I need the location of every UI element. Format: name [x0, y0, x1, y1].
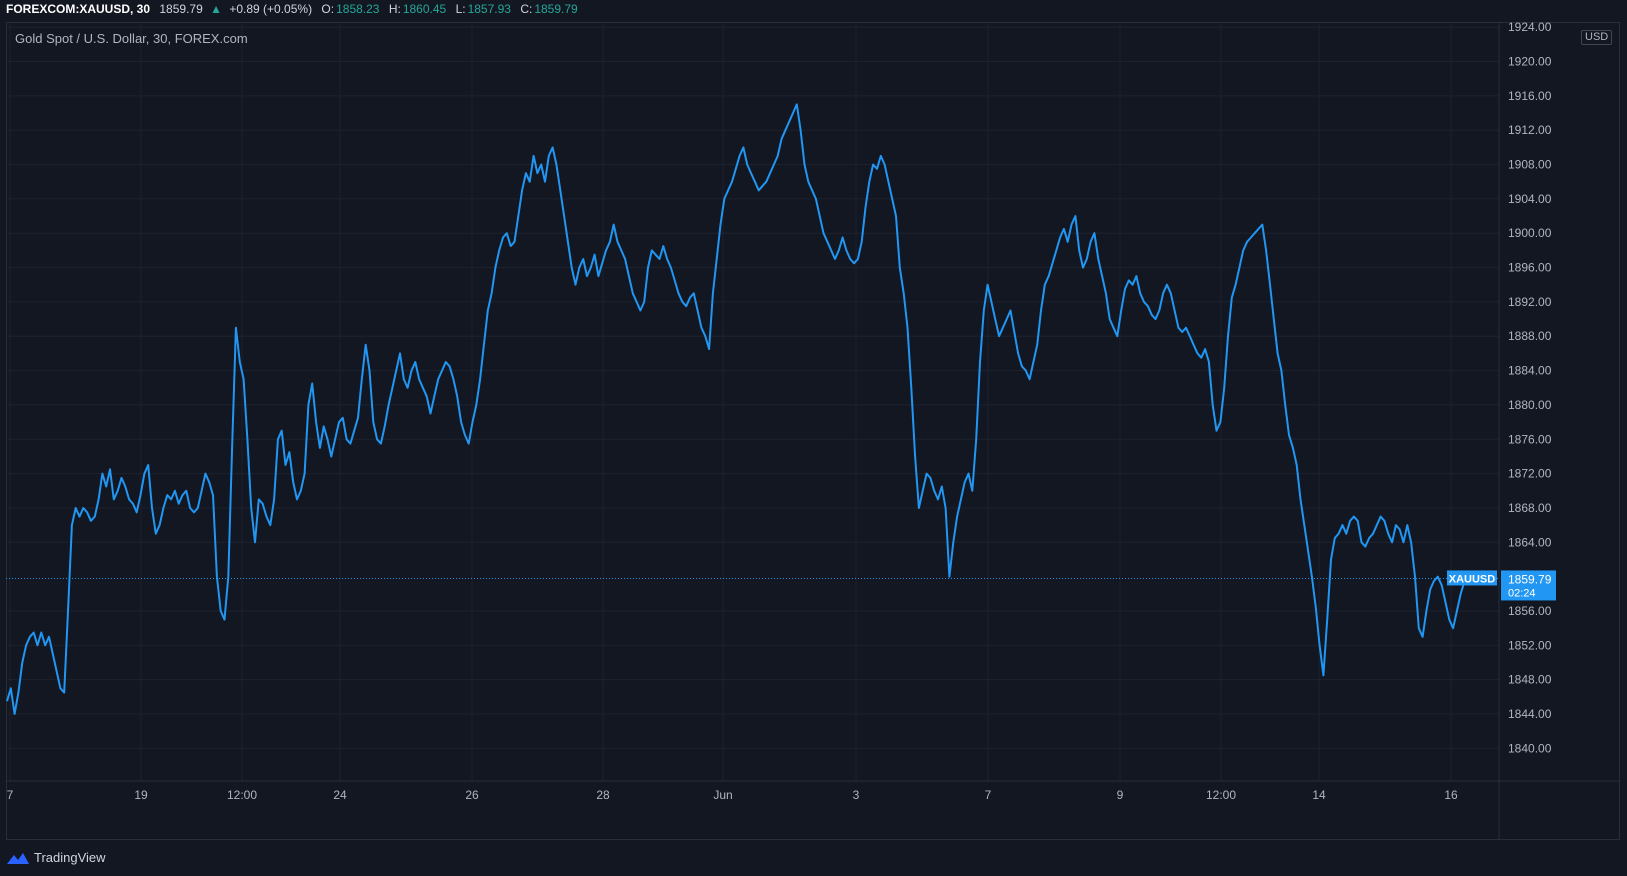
y-tick-label: 1852.00: [1508, 638, 1552, 652]
y-tick-label: 1912.00: [1508, 123, 1552, 137]
grid-lines: [6, 22, 1499, 781]
price-tag-box: [1501, 570, 1556, 601]
price-series-line[interactable]: [6, 103, 1477, 715]
x-tick-label: 3: [853, 788, 860, 802]
y-tick-label: 1880.00: [1508, 398, 1552, 412]
brand-name: TradingView: [34, 850, 106, 865]
x-tick-label: 12:00: [1206, 788, 1236, 802]
x-tick-label: 19: [134, 788, 148, 802]
y-tick-label: 1868.00: [1508, 501, 1552, 515]
chart-panel[interactable]: [6, 22, 1620, 840]
y-tick-label: 1844.00: [1508, 707, 1552, 721]
y-tick-label: 1924.00: [1508, 22, 1552, 34]
y-tick-label: 1876.00: [1508, 432, 1552, 446]
y-tick-label: 1848.00: [1508, 673, 1552, 687]
x-tick-label: 12:00: [227, 788, 257, 802]
price-chart[interactable]: 1840.00 1844.00 1848.00 1852.00 1856.00 1864.…: [6, 22, 1620, 840]
open-value: 1858.23: [336, 2, 380, 16]
high-label: H:: [388, 2, 401, 16]
x-tick-label: 16: [1444, 788, 1458, 802]
low-value: 1857.93: [467, 2, 511, 16]
y-tick-label: 1856.00: [1508, 604, 1552, 618]
y-tick-label: 1872.00: [1508, 467, 1552, 481]
y-tick-label: 1916.00: [1508, 89, 1552, 103]
x-tick-label: 28: [596, 788, 610, 802]
y-tick-label: 1888.00: [1508, 329, 1552, 343]
price-scale[interactable]: 1840.00 1844.00 1848.00 1852.00 1856.00 1864.…: [1508, 22, 1552, 755]
y-tick-label: 1892.00: [1508, 295, 1552, 309]
x-tick-label: Jun: [713, 788, 732, 802]
y-tick-label: 1864.00: [1508, 535, 1552, 549]
x-tick-label: 24: [333, 788, 347, 802]
symbol-header: FOREXCOM:XAUUSD, 30 1859.79 ▲ +0.89 (+0.…: [0, 0, 1627, 22]
y-tick-label: 1904.00: [1508, 192, 1552, 206]
branding[interactable]: TradingView: [6, 850, 106, 865]
time-scale[interactable]: 7 19 12:00 24 26 28 Jun 3 7 9 12:00 14 16: [7, 788, 1458, 802]
close-value: 1859.79: [534, 2, 578, 16]
last-price-tag: XAUUSD 1859.79 02:24: [1447, 570, 1556, 601]
y-tick-label: 1884.00: [1508, 364, 1552, 378]
tradingview-logo-icon: [7, 852, 29, 864]
up-arrow-icon: ▲: [210, 2, 222, 16]
y-tick-label: 1840.00: [1508, 741, 1552, 755]
price-tag-value: 1859.79: [1508, 572, 1552, 586]
y-tick-label: 1896.00: [1508, 261, 1552, 275]
currency-badge[interactable]: USD: [1581, 30, 1613, 45]
x-tick-label: 7: [985, 788, 992, 802]
symbol-title[interactable]: FOREXCOM:XAUUSD, 30: [6, 2, 151, 16]
price-change: +0.89 (+0.05%): [229, 2, 313, 16]
y-tick-label: 1900.00: [1508, 226, 1552, 240]
x-tick-label: 7: [7, 788, 14, 802]
x-tick-label: 14: [1312, 788, 1326, 802]
x-tick-label: 9: [1117, 788, 1124, 802]
y-tick-label: 1908.00: [1508, 158, 1552, 172]
symbol-tag: [1447, 570, 1497, 586]
open-label: O:: [321, 2, 335, 16]
bar-countdown: 02:24: [1508, 587, 1536, 599]
high-value: 1860.45: [402, 2, 447, 16]
close-label: C:: [520, 2, 533, 16]
low-label: L:: [455, 2, 466, 16]
chart-legend: Gold Spot / U.S. Dollar, 30, FOREX.com: [15, 31, 248, 46]
last-price: 1859.79: [159, 2, 203, 16]
x-tick-label: 26: [465, 788, 479, 802]
y-tick-label: 1920.00: [1508, 54, 1552, 68]
symbol-tag-label: XAUUSD: [1449, 573, 1496, 585]
